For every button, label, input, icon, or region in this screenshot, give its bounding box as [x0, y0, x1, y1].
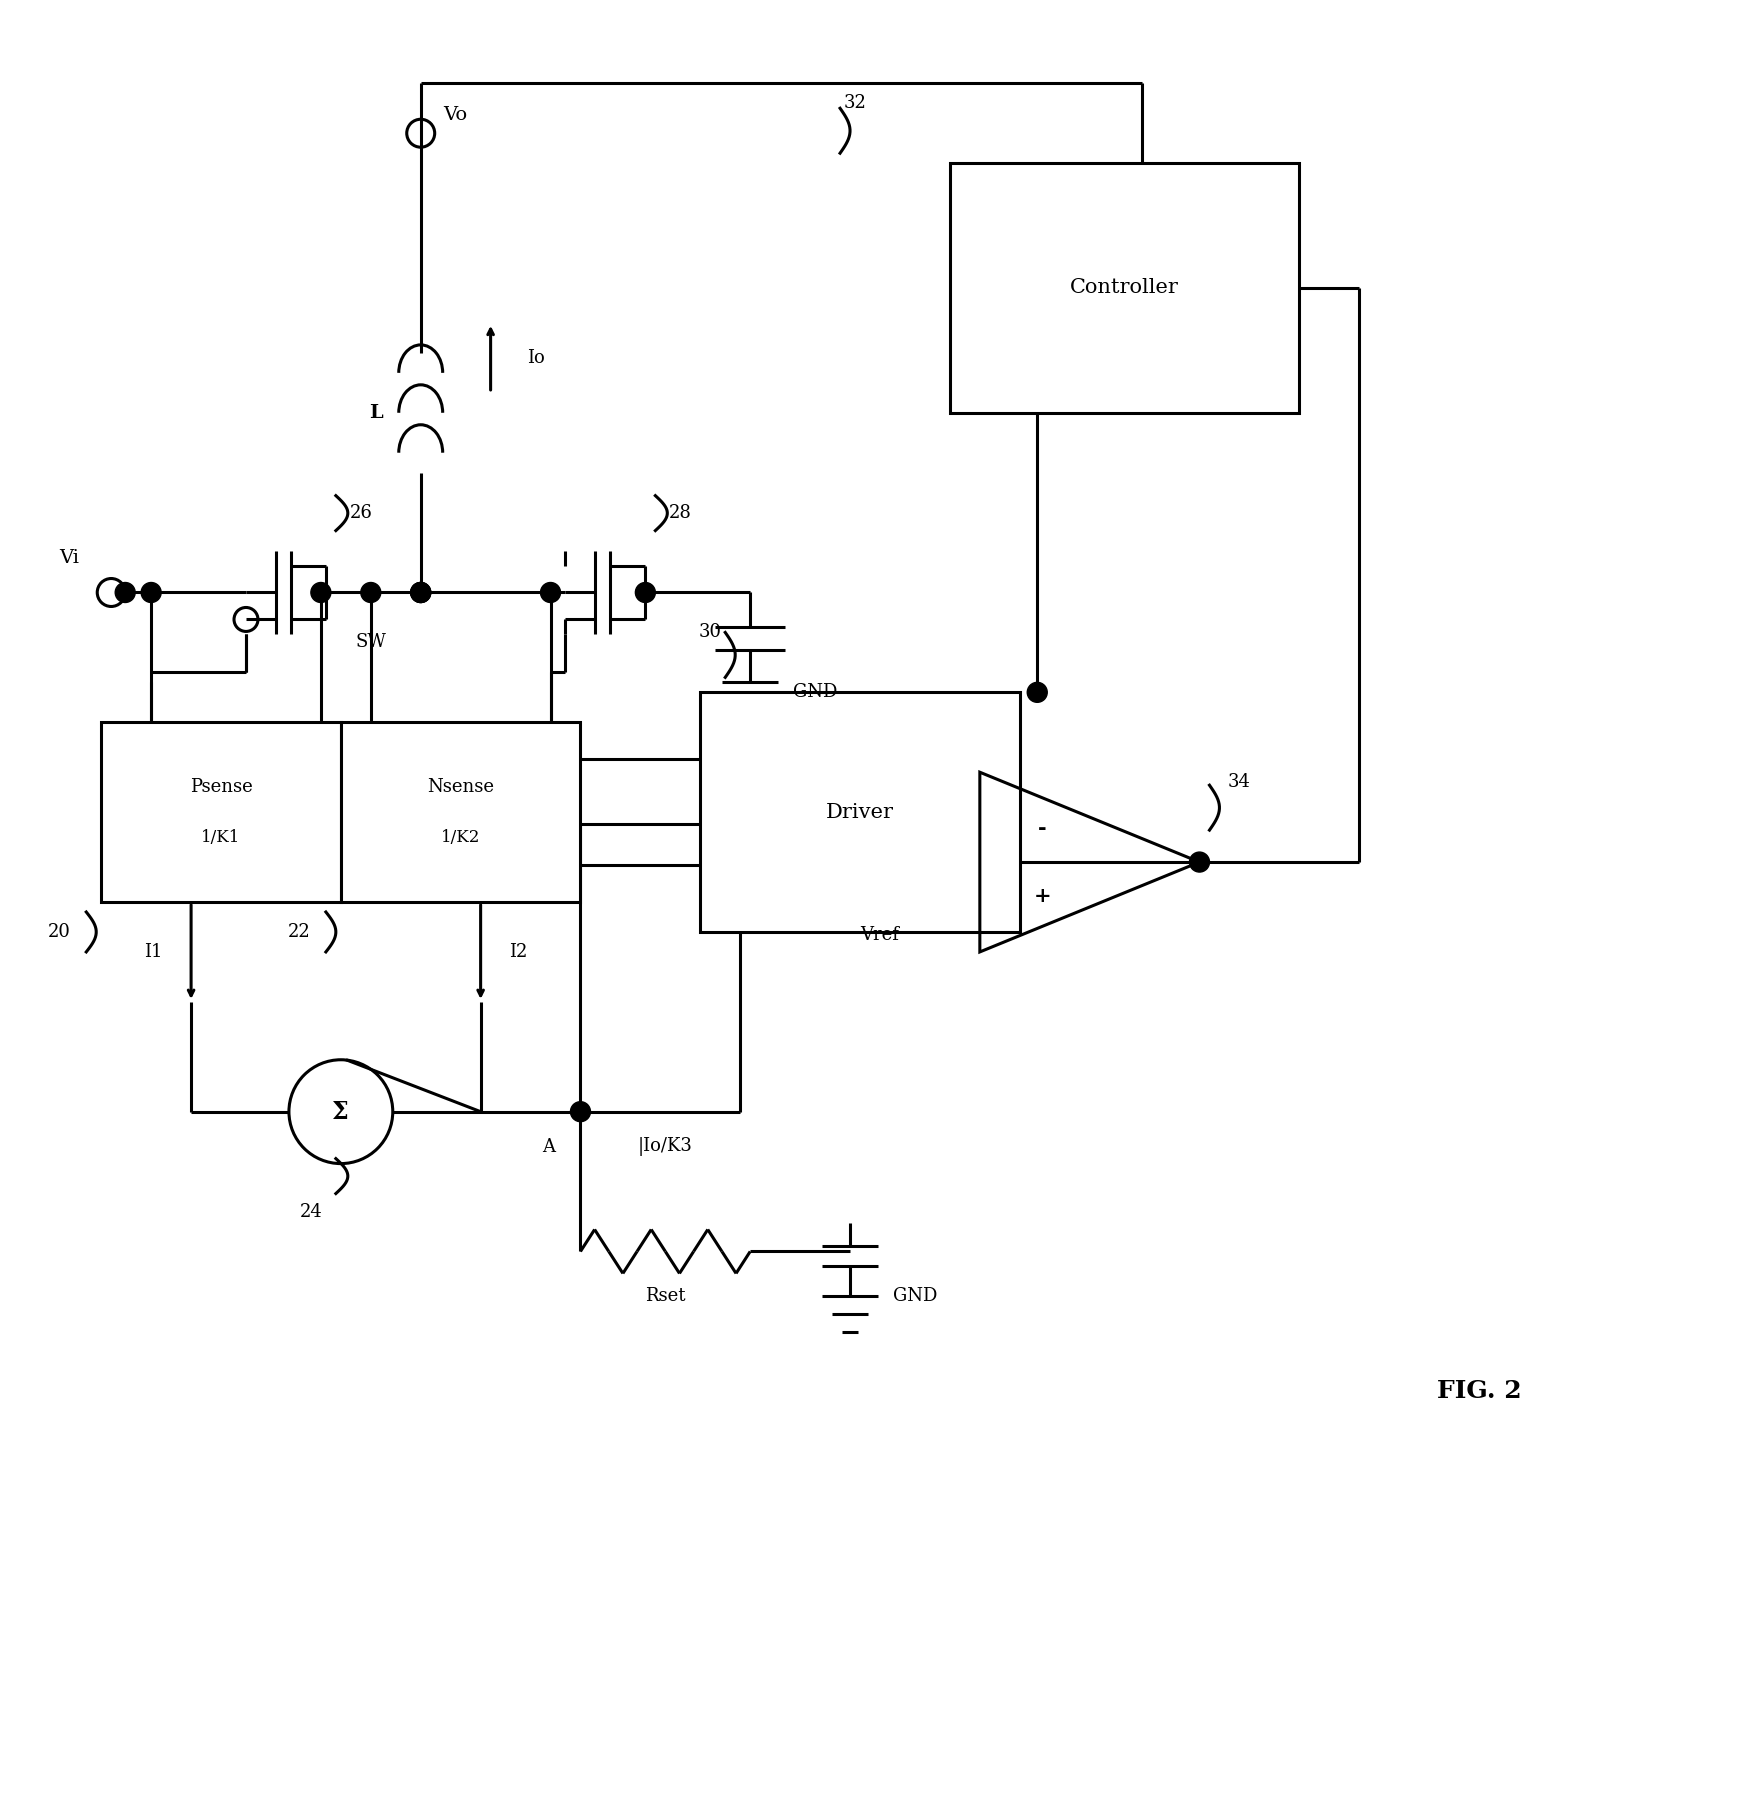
Circle shape	[116, 582, 135, 602]
Text: Psense: Psense	[190, 777, 253, 795]
Text: Vref: Vref	[860, 926, 899, 944]
Circle shape	[541, 582, 560, 602]
Bar	[102, 723, 340, 902]
Text: Controller: Controller	[1071, 279, 1179, 297]
Text: 32: 32	[844, 94, 867, 112]
Circle shape	[1190, 852, 1209, 872]
Bar	[949, 163, 1299, 413]
Bar	[700, 692, 1020, 931]
Text: Vo: Vo	[444, 107, 469, 125]
Circle shape	[1027, 683, 1048, 703]
Text: -: -	[1039, 817, 1048, 837]
Text: L: L	[369, 404, 383, 422]
Text: 1/K1: 1/K1	[202, 828, 240, 846]
Text: Driver: Driver	[827, 803, 893, 821]
Text: 20: 20	[47, 922, 70, 940]
Text: 34: 34	[1228, 774, 1251, 792]
Text: |Io/K3: |Io/K3	[637, 1138, 693, 1156]
Text: 22: 22	[288, 922, 311, 940]
Text: GND: GND	[893, 1287, 937, 1305]
Text: Σ: Σ	[332, 1100, 349, 1123]
Text: FIG. 2: FIG. 2	[1437, 1379, 1522, 1402]
Text: 26: 26	[349, 504, 372, 522]
Circle shape	[411, 582, 430, 602]
Text: 30: 30	[698, 623, 721, 641]
Text: Io: Io	[526, 350, 544, 366]
Circle shape	[362, 582, 381, 602]
Circle shape	[635, 582, 655, 602]
Circle shape	[411, 582, 430, 602]
Circle shape	[570, 1102, 590, 1122]
Text: I2: I2	[509, 942, 528, 960]
Circle shape	[140, 582, 161, 602]
Circle shape	[411, 582, 430, 602]
Text: Rset: Rset	[646, 1287, 686, 1305]
Text: SW: SW	[355, 634, 386, 652]
Text: GND: GND	[793, 683, 837, 701]
Text: Vi: Vi	[60, 549, 79, 567]
Text: I1: I1	[144, 942, 163, 960]
Circle shape	[311, 582, 332, 602]
Text: 1/K2: 1/K2	[441, 828, 481, 846]
Text: A: A	[542, 1138, 555, 1156]
Bar	[340, 723, 581, 902]
Text: 24: 24	[300, 1203, 323, 1221]
Text: Nsense: Nsense	[426, 777, 495, 795]
Text: +: +	[1034, 886, 1051, 906]
Text: 28: 28	[669, 504, 691, 522]
